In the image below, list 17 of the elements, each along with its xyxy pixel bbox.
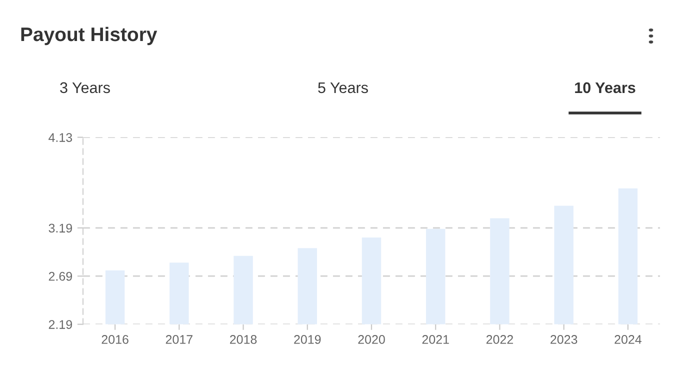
x-tick-label: 2016 [102, 335, 128, 344]
x-tick-label: 2021 [422, 335, 449, 344]
y-tick-label: 4.13 [48, 133, 72, 142]
text: 3 Years [60, 82, 110, 94]
text: 10 Years [575, 82, 636, 94]
x-tick-label: 2017 [166, 335, 192, 344]
text: 5 Years [318, 82, 368, 94]
y-tick-label: 2.19 [48, 320, 72, 329]
x-tick-label: 2024 [614, 335, 642, 344]
x-tick-label: 2022 [486, 335, 513, 344]
x-tick-label: 2020 [358, 335, 385, 344]
chart-title: Payout History [21, 26, 158, 46]
y-tick-label: 3.19 [48, 224, 72, 233]
x-tick-label: 2018 [230, 335, 257, 344]
x-tick-label: 2019 [294, 335, 321, 344]
y-tick-label: 2.69 [48, 272, 72, 281]
x-tick-label: 2023 [550, 335, 578, 344]
